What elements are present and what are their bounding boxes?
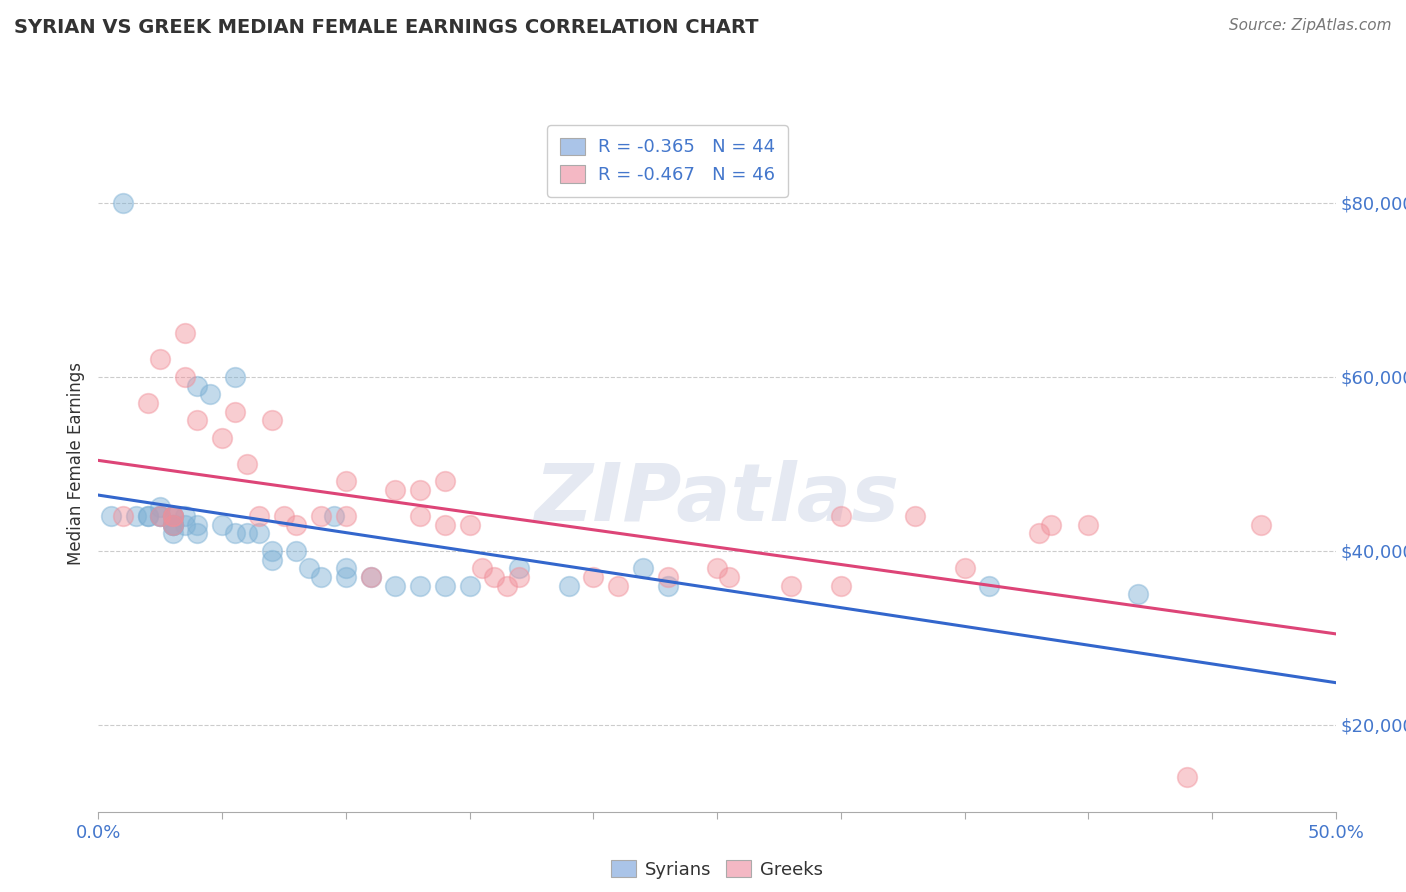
Point: [409, 483, 432, 497]
Point: [953, 561, 976, 575]
Point: [384, 483, 406, 497]
Point: [706, 561, 728, 575]
Point: [136, 508, 159, 523]
Point: [236, 526, 259, 541]
Point: [335, 475, 357, 489]
Point: [433, 517, 456, 532]
Point: [409, 508, 432, 523]
Point: [260, 413, 283, 427]
Point: [335, 508, 357, 523]
Point: [162, 526, 184, 541]
Point: [149, 508, 172, 523]
Point: [174, 517, 197, 532]
Point: [162, 517, 184, 532]
Point: [174, 508, 197, 523]
Point: [335, 561, 357, 575]
Point: [174, 326, 197, 341]
Point: [322, 508, 344, 523]
Point: [174, 370, 197, 384]
Text: SYRIAN VS GREEK MEDIAN FEMALE EARNINGS CORRELATION CHART: SYRIAN VS GREEK MEDIAN FEMALE EARNINGS C…: [14, 18, 759, 37]
Point: [830, 579, 852, 593]
Point: [186, 517, 208, 532]
Point: [149, 500, 172, 515]
Point: [409, 579, 432, 593]
Point: [273, 508, 295, 523]
Point: [260, 543, 283, 558]
Point: [1040, 517, 1063, 532]
Point: [657, 579, 679, 593]
Point: [162, 517, 184, 532]
Point: [979, 579, 1001, 593]
Text: ZIPatlas: ZIPatlas: [534, 459, 900, 538]
Point: [484, 570, 506, 584]
Point: [162, 517, 184, 532]
Point: [136, 396, 159, 410]
Point: [149, 352, 172, 367]
Point: [433, 475, 456, 489]
Point: [186, 413, 208, 427]
Point: [557, 579, 579, 593]
Point: [830, 508, 852, 523]
Point: [309, 508, 332, 523]
Text: Source: ZipAtlas.com: Source: ZipAtlas.com: [1229, 18, 1392, 33]
Y-axis label: Median Female Earnings: Median Female Earnings: [67, 362, 86, 566]
Point: [100, 508, 122, 523]
Point: [1126, 587, 1149, 601]
Point: [224, 370, 246, 384]
Point: [360, 570, 382, 584]
Point: [495, 579, 517, 593]
Point: [904, 508, 927, 523]
Point: [149, 508, 172, 523]
Point: [136, 508, 159, 523]
Point: [718, 570, 741, 584]
Point: [260, 552, 283, 566]
Point: [186, 526, 208, 541]
Point: [236, 457, 259, 471]
Point: [198, 387, 221, 401]
Point: [162, 508, 184, 523]
Point: [186, 378, 208, 392]
Point: [309, 570, 332, 584]
Point: [631, 561, 654, 575]
Point: [285, 517, 308, 532]
Point: [780, 579, 803, 593]
Point: [112, 508, 135, 523]
Point: [433, 579, 456, 593]
Point: [1175, 770, 1198, 784]
Point: [508, 570, 530, 584]
Point: [384, 579, 406, 593]
Point: [162, 508, 184, 523]
Point: [508, 561, 530, 575]
Point: [458, 579, 481, 593]
Point: [211, 517, 233, 532]
Point: [298, 561, 321, 575]
Point: [211, 431, 233, 445]
Point: [607, 579, 630, 593]
Point: [1028, 526, 1050, 541]
Point: [458, 517, 481, 532]
Point: [1077, 517, 1099, 532]
Point: [657, 570, 679, 584]
Point: [162, 517, 184, 532]
Point: [247, 526, 270, 541]
Point: [1250, 517, 1272, 532]
Point: [285, 543, 308, 558]
Point: [124, 508, 146, 523]
Point: [224, 405, 246, 419]
Point: [162, 508, 184, 523]
Point: [162, 508, 184, 523]
Point: [335, 570, 357, 584]
Legend: Syrians, Greeks: Syrians, Greeks: [603, 853, 831, 886]
Point: [112, 196, 135, 211]
Point: [471, 561, 494, 575]
Point: [247, 508, 270, 523]
Point: [582, 570, 605, 584]
Point: [149, 508, 172, 523]
Point: [224, 526, 246, 541]
Point: [360, 570, 382, 584]
